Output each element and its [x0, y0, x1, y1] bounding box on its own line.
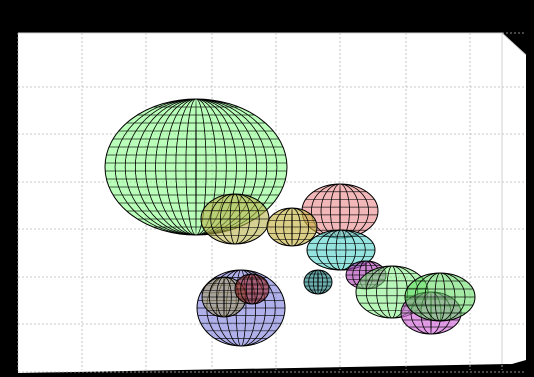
- ellipsoid-wireframe: [405, 273, 475, 321]
- ellipsoid-wireframe: [267, 208, 317, 246]
- ellipsoid-dark-teal: [303, 269, 333, 295]
- ellipsoid-wireframe: [105, 99, 287, 235]
- ellipsoid-wireframe: [307, 230, 375, 270]
- ellipsoid-wireframe: [304, 270, 332, 294]
- ellipsoid-maroon: [234, 273, 270, 305]
- ellipsoid-olive: [200, 193, 270, 245]
- ellipsoid-tan: [266, 207, 318, 247]
- ellipsoid-wireframe: [201, 194, 269, 244]
- ellipsoid-layer: [104, 98, 476, 347]
- ellipsoid-wireframe: [235, 274, 269, 304]
- ellipsoid-green-far-right: [404, 272, 476, 322]
- ellipsoid-cyan: [306, 229, 376, 271]
